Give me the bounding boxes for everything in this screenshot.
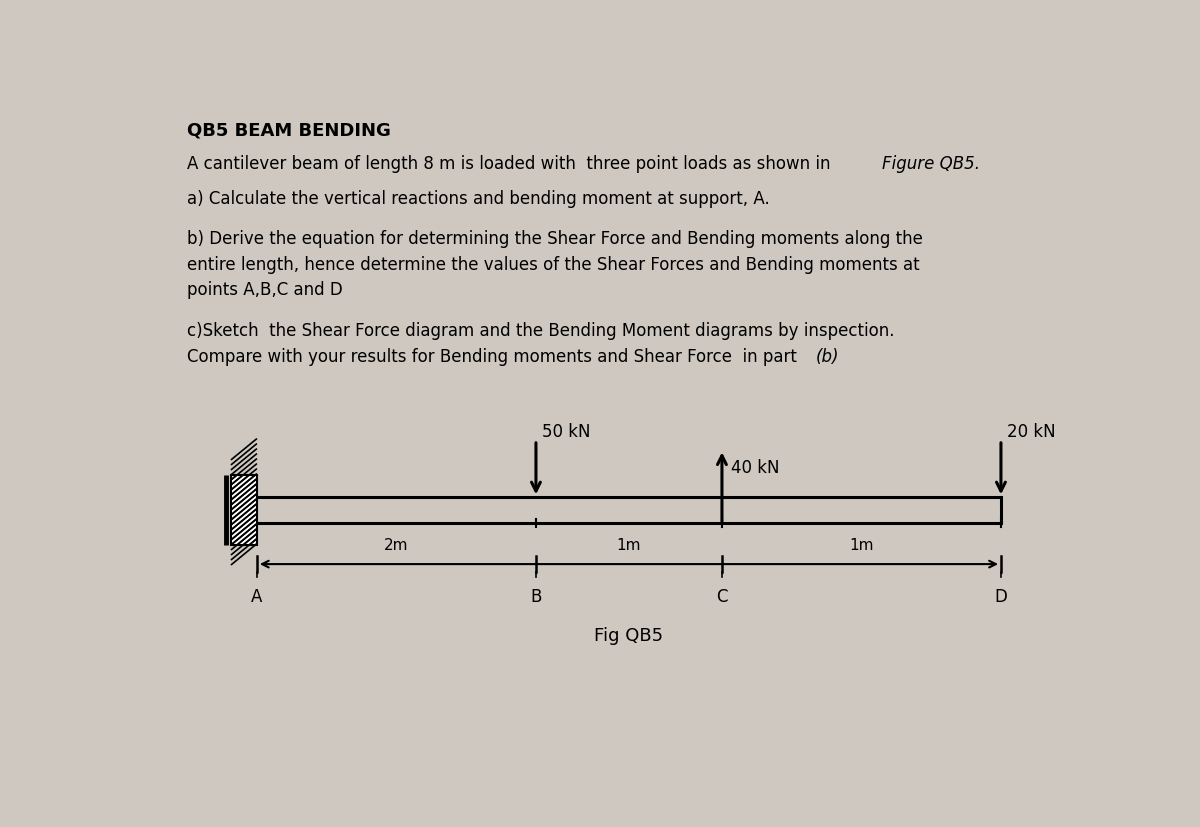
Text: QB5 BEAM BENDING: QB5 BEAM BENDING: [187, 122, 391, 140]
Text: 50 kN: 50 kN: [542, 423, 590, 442]
Text: Figure QB5.: Figure QB5.: [882, 155, 980, 174]
Bar: [230, 475, 257, 545]
Text: B: B: [530, 588, 541, 606]
Text: a) Calculate the vertical reactions and bending moment at support, A.: a) Calculate the vertical reactions and …: [187, 189, 770, 208]
Text: c)Sketch  the Shear Force diagram and the Bending Moment diagrams by inspection.: c)Sketch the Shear Force diagram and the…: [187, 323, 895, 340]
Text: Compare with your results for Bending moments and Shear Force  in part: Compare with your results for Bending mo…: [187, 347, 803, 366]
Text: 2m: 2m: [384, 538, 409, 552]
Text: entire length, hence determine the values of the Shear Forces and Bending moment: entire length, hence determine the value…: [187, 256, 920, 274]
Text: 1m: 1m: [850, 538, 874, 552]
Text: 20 kN: 20 kN: [1008, 423, 1056, 442]
Text: Fig QB5: Fig QB5: [594, 627, 664, 644]
Text: points A,B,C and D: points A,B,C and D: [187, 281, 343, 299]
Text: C: C: [716, 588, 727, 606]
Text: 1m: 1m: [617, 538, 641, 552]
Bar: [230, 475, 257, 545]
Bar: [230, 475, 257, 545]
Text: A: A: [251, 588, 263, 606]
Text: 40 kN: 40 kN: [731, 459, 780, 477]
Text: b) Derive the equation for determining the Shear Force and Bending moments along: b) Derive the equation for determining t…: [187, 231, 923, 248]
Text: A cantilever beam of length 8 m is loaded with  three point loads as shown in: A cantilever beam of length 8 m is loade…: [187, 155, 836, 174]
Text: (b): (b): [816, 347, 839, 366]
Text: D: D: [995, 588, 1007, 606]
